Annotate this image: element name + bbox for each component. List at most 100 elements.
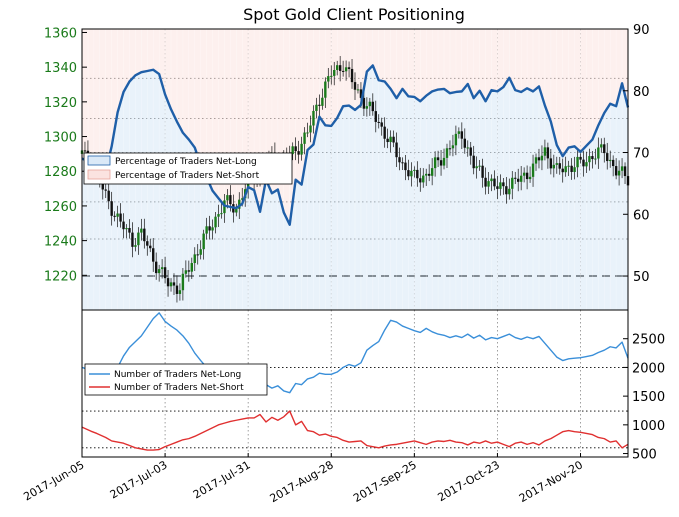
candle-down: [448, 148, 452, 150]
candle-down: [374, 111, 377, 122]
candle-up: [487, 181, 490, 187]
candle-up: [134, 245, 137, 247]
candle-down: [347, 67, 351, 69]
candle-down: [229, 195, 232, 205]
candle-up: [181, 273, 185, 291]
left-tick-label: 1240: [44, 235, 77, 250]
left-tick-label: 1280: [44, 165, 77, 180]
candle-down: [166, 278, 170, 287]
net-long-count-legend-label: Number of Traders Net-Long: [114, 370, 241, 380]
candle-up: [365, 106, 369, 109]
net-long-percentage-line: [81, 64, 630, 226]
candle-down: [350, 68, 354, 83]
candle-up: [333, 69, 336, 76]
candle-down: [131, 232, 134, 247]
candle-up: [211, 227, 214, 231]
candle-down: [623, 166, 627, 177]
candle-up: [389, 136, 392, 143]
candle-up: [312, 110, 315, 126]
candle-up: [303, 132, 306, 144]
candle-up: [202, 233, 205, 250]
candle-down: [152, 248, 155, 262]
candle-down: [83, 150, 87, 152]
candle-down: [143, 228, 146, 242]
candle-down: [371, 101, 375, 112]
candle-down: [570, 165, 573, 172]
candle-up: [241, 198, 244, 200]
net-short-count-legend-label: Number of Traders Net-Short: [114, 383, 244, 393]
candle-down: [603, 144, 606, 154]
candle-down: [107, 190, 110, 202]
candle-down: [591, 156, 594, 160]
candle-down: [353, 82, 357, 90]
candle-up: [597, 147, 600, 159]
candle-down: [496, 186, 499, 189]
candle-up: [190, 263, 193, 272]
candle-down: [172, 282, 176, 286]
candle-up: [137, 232, 140, 246]
candle-up: [178, 290, 182, 294]
candle-up: [291, 146, 294, 155]
candle-up: [226, 195, 229, 201]
right-tick-label: 90: [633, 23, 650, 38]
top-legend-box: [83, 152, 293, 185]
net-short-percentage-legend-label: Percentage of Traders Net-Short: [115, 171, 260, 181]
candle-down: [549, 158, 553, 169]
bottom-tick-label: 500: [632, 448, 657, 463]
candle-down: [484, 177, 487, 187]
candle-up: [315, 104, 318, 111]
candle-down: [481, 165, 484, 178]
candle-down: [395, 142, 398, 158]
candle-down: [383, 126, 386, 139]
candle-up: [306, 132, 309, 134]
candle-down: [579, 156, 582, 160]
candle-up: [309, 125, 312, 133]
candle-down: [377, 121, 380, 123]
bottom-legend: Number of Traders Net-Long Number of Tra…: [84, 363, 268, 396]
right-tick-label: 70: [633, 147, 650, 162]
candle-down: [611, 159, 615, 167]
candle-down: [392, 136, 395, 143]
candle-up: [475, 166, 478, 169]
candle-down: [439, 160, 443, 166]
candle-up: [490, 178, 493, 182]
candle-down: [163, 267, 167, 279]
candle-up: [522, 172, 526, 176]
candle-down: [208, 226, 211, 231]
left-tick-label: 1220: [44, 269, 77, 284]
candle-down: [187, 270, 191, 272]
candle-up: [116, 213, 119, 217]
candle-down: [505, 186, 508, 195]
candle-up: [235, 208, 238, 213]
candle-up: [564, 166, 567, 173]
candle-up: [321, 97, 324, 106]
left-tick-label: 1320: [44, 96, 77, 111]
candle-down: [558, 163, 561, 169]
candle-down: [297, 151, 300, 155]
candle-up: [508, 188, 511, 195]
candle-up: [140, 228, 143, 233]
right-tick-label: 50: [633, 270, 650, 285]
candle-up: [157, 269, 161, 274]
candle-up: [193, 254, 196, 264]
candle-up: [410, 170, 413, 177]
candle-down: [380, 122, 383, 127]
net-long-count-line: [81, 312, 629, 394]
net-short-count-line: [81, 410, 629, 451]
candle-down: [294, 146, 297, 152]
right-tick-label: 60: [633, 208, 650, 223]
candle-up: [531, 163, 535, 177]
candle-up: [588, 156, 591, 163]
chart-title: Spot Gold Client Positioning: [243, 5, 465, 24]
net-long-area: [82, 65, 628, 310]
candle-up: [543, 147, 547, 156]
candle-down: [110, 201, 113, 216]
candle-down: [525, 172, 529, 180]
candle-up: [327, 76, 330, 82]
candle-up: [368, 101, 372, 107]
candle-down: [472, 155, 475, 169]
candle-up: [540, 155, 544, 161]
candle-down: [493, 178, 496, 187]
candle-down: [149, 245, 152, 249]
candle-up: [430, 168, 434, 176]
